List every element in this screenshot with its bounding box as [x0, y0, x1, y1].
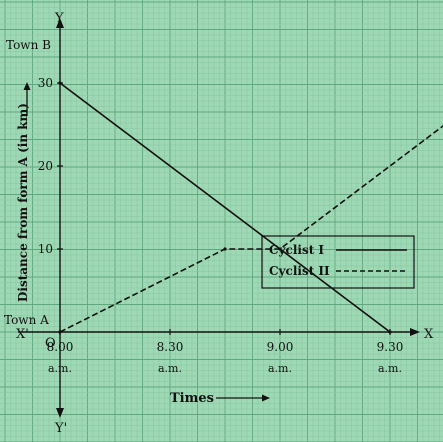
ticks: 8.00a.m.8.30a.m.9.00a.m.9.30a.m.10.00a.m…: [38, 76, 404, 375]
series-point-1: [388, 330, 392, 334]
legend-box: [261, 235, 415, 289]
y-tick-label: 20: [38, 159, 53, 173]
y-axis-title-arrowhead: [23, 82, 31, 90]
series-line-2: [59, 125, 443, 333]
x-tick-label-period: a.m.: [158, 362, 182, 375]
x-tick-label-period: a.m.: [268, 362, 292, 375]
x-tick-label-period: a.m.: [48, 362, 72, 375]
x-axis-left-letter: X': [16, 327, 29, 342]
legend-label-cyclist-2: Cyclist II: [269, 264, 330, 278]
y-axis-top-letter: Y: [54, 11, 64, 26]
x-tick-label-period: a.m.: [378, 362, 402, 375]
origin-label: O: [45, 336, 56, 351]
x-axis-arrow-right: [410, 328, 420, 336]
x-tick-label-time: 9.00: [267, 340, 294, 354]
series-point-2: [278, 247, 282, 251]
town-a-label: Town A: [4, 313, 49, 327]
x-tick-label-time: 9.30: [377, 340, 404, 354]
x-axis-title: Times: [170, 391, 214, 406]
series-line-1: [59, 82, 391, 333]
y-tick-label: 10: [38, 242, 53, 256]
x-tick-label-time: 8.00: [47, 340, 74, 354]
legend: Cyclist I Cyclist II: [261, 235, 415, 289]
y-axis-title: Distance from form A (in km): [16, 103, 30, 302]
y-tick-label: 30: [38, 76, 53, 90]
x-tick-label-time: 8.30: [157, 340, 184, 354]
town-b-label: Town B: [6, 38, 51, 52]
y-axis-bottom-letter: Y': [54, 421, 67, 436]
axes: [18, 18, 420, 418]
x-axis-title-arrowhead: [262, 394, 270, 402]
series-point-2: [223, 247, 227, 251]
series: [58, 81, 443, 334]
x-axis-right-letter: X: [424, 327, 434, 342]
y-axis-arrow-up: [56, 18, 64, 28]
series-point-1: [58, 81, 62, 85]
legend-label-cyclist-1: Cyclist I: [269, 243, 324, 257]
y-axis-arrow-down: [56, 408, 64, 418]
series-point-2: [58, 330, 62, 334]
